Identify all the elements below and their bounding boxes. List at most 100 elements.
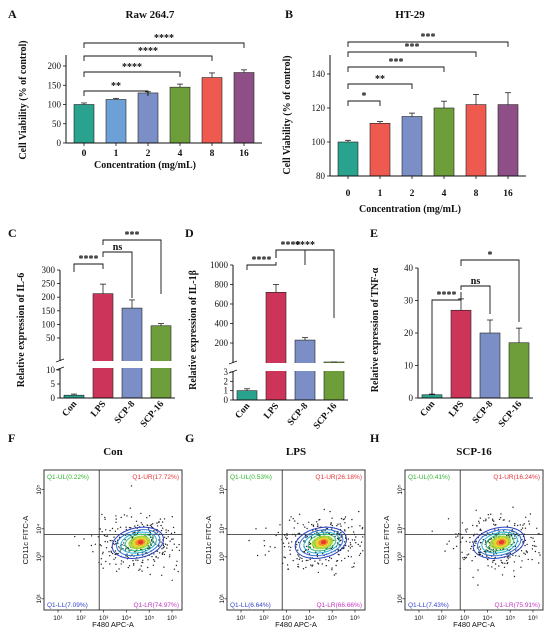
event-dot bbox=[274, 546, 276, 549]
event-dot bbox=[100, 558, 103, 560]
y-tick-label: 100 bbox=[42, 319, 56, 329]
flow-x-tick-label: 10⁵ bbox=[505, 615, 515, 622]
flow-y-tick-label: 10³ bbox=[219, 551, 226, 561]
event-dot bbox=[160, 529, 163, 532]
event-dot bbox=[517, 535, 519, 537]
event-dot bbox=[306, 536, 308, 538]
event-dot bbox=[126, 553, 128, 555]
event-dot bbox=[99, 544, 102, 546]
event-dot bbox=[340, 517, 343, 520]
x-tick-label: Con bbox=[419, 399, 438, 419]
event-dot bbox=[351, 539, 354, 541]
event-dot bbox=[114, 543, 116, 546]
flow-x-tick-label: 10⁵ bbox=[327, 615, 337, 622]
event-dot bbox=[275, 534, 277, 537]
event-dot bbox=[156, 525, 159, 527]
event-dot bbox=[297, 563, 299, 566]
event-dot bbox=[294, 533, 296, 536]
event-dot bbox=[538, 562, 540, 564]
quadrant-label-ul: Q1-UL(0.22%) bbox=[47, 474, 89, 481]
event-dot bbox=[296, 558, 298, 560]
event-dot bbox=[518, 555, 520, 557]
quadrant-label-ul: Q1-UL(0.41%) bbox=[408, 474, 450, 481]
event-dot bbox=[520, 529, 522, 531]
quadrant-label-ur: Q1-UR(26.18%) bbox=[315, 474, 362, 481]
y-tick-label: 40 bbox=[404, 263, 414, 273]
event-dot bbox=[509, 552, 512, 555]
y-axis-label: Relative expression of IL-6 bbox=[16, 273, 27, 388]
flow-x-tick-label: 10¹ bbox=[236, 615, 246, 622]
event-dot bbox=[321, 563, 323, 565]
event-dot bbox=[500, 559, 502, 562]
event-dot bbox=[130, 485, 133, 487]
bar-LPS bbox=[92, 293, 114, 399]
event-dot bbox=[105, 529, 107, 531]
event-dot bbox=[335, 573, 337, 575]
event-dot bbox=[178, 543, 180, 546]
density-contour bbox=[472, 526, 525, 559]
event-dot bbox=[170, 532, 173, 534]
event-dot bbox=[331, 517, 333, 519]
event-dot bbox=[128, 565, 131, 567]
event-dot bbox=[352, 531, 355, 533]
event-dot bbox=[115, 521, 117, 523]
chart-panel-A: A Raw 264.7 0 50 100 150 200 0 1 2 4 8 16 Concentrati… bbox=[8, 7, 262, 171]
event-dot bbox=[83, 538, 85, 540]
y-tick-label: 2 bbox=[224, 376, 229, 386]
quadrant-label-ll: Q1-LL(7.09%) bbox=[47, 602, 88, 609]
density-contour bbox=[299, 529, 344, 557]
event-dot bbox=[344, 516, 347, 518]
event-dot bbox=[531, 558, 533, 561]
event-dot bbox=[331, 569, 333, 571]
event-dot bbox=[506, 559, 508, 562]
event-dot bbox=[102, 567, 104, 569]
event-dot bbox=[175, 564, 178, 567]
x-tick-label: 16 bbox=[239, 149, 249, 159]
significance-bracket bbox=[347, 100, 381, 106]
event-dot bbox=[109, 529, 111, 532]
event-dot bbox=[315, 528, 317, 531]
y-tick-label: 50 bbox=[46, 333, 56, 343]
x-tick-label: LPS bbox=[262, 402, 281, 422]
y-tick-label: 200 bbox=[48, 61, 62, 71]
event-dot bbox=[104, 518, 106, 521]
event-dot bbox=[355, 542, 357, 544]
density-contour bbox=[481, 531, 518, 554]
flow-x-tick-label: 10⁴ bbox=[304, 615, 314, 622]
event-dot bbox=[333, 531, 335, 533]
event-dot bbox=[115, 515, 117, 517]
event-dot bbox=[255, 528, 257, 530]
y-tick-label: 600 bbox=[215, 299, 229, 309]
y-tick-label: 120 bbox=[312, 103, 326, 113]
event-dot bbox=[499, 517, 502, 519]
event-dot bbox=[147, 566, 149, 569]
event-dot bbox=[464, 529, 467, 531]
flow-y-axis-label: CD11c FITC-A bbox=[204, 516, 213, 565]
density-contour bbox=[307, 533, 337, 552]
event-dot bbox=[349, 547, 352, 549]
x-tick-label: SCP-16 bbox=[497, 399, 524, 429]
x-tick-label: Con bbox=[61, 399, 80, 419]
event-dot bbox=[342, 518, 345, 521]
y-axis-label: Relative expression of IL-1β bbox=[188, 270, 199, 390]
event-dot bbox=[291, 541, 293, 543]
event-dot bbox=[121, 544, 123, 546]
event-dot bbox=[493, 553, 495, 555]
event-dot bbox=[308, 553, 311, 555]
event-dot bbox=[521, 560, 523, 562]
event-dot bbox=[104, 516, 106, 519]
event-dot bbox=[162, 544, 165, 547]
significance-label: **** bbox=[138, 46, 158, 57]
event-dot bbox=[485, 549, 487, 551]
event-dot bbox=[520, 550, 523, 552]
event-dot bbox=[140, 522, 142, 524]
significance-bracket bbox=[347, 66, 445, 72]
y-tick-label: 400 bbox=[215, 319, 229, 329]
event-dot bbox=[344, 557, 346, 560]
event-dot bbox=[120, 548, 122, 550]
event-dot bbox=[289, 553, 291, 555]
event-dot bbox=[138, 569, 140, 571]
event-dot bbox=[354, 539, 356, 541]
event-dot bbox=[494, 556, 496, 559]
event-dot bbox=[301, 560, 304, 562]
